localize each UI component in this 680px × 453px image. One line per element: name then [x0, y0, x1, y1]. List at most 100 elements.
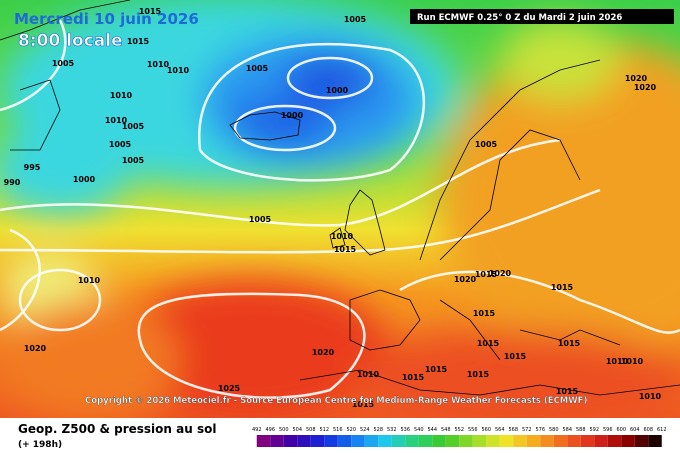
scale-cell: [499, 435, 514, 447]
isobar-label: 1010: [167, 66, 190, 75]
isobar-label: 1015: [467, 370, 490, 379]
scale-cell: [486, 435, 500, 447]
isobar-label: 1005: [344, 15, 367, 24]
isobar-label: 1015: [402, 373, 425, 382]
isobar-label: 1010: [621, 357, 644, 366]
run-info: Run ECMWF 0.25° 0 Z du Mardi 2 juin 2026: [417, 13, 622, 23]
isobar-label: 1015: [475, 270, 498, 279]
isobar-label: 1005: [246, 64, 269, 73]
scale-label: 520: [346, 427, 356, 433]
scale-label: 584: [562, 427, 572, 433]
isobar-label: 1020: [24, 344, 47, 353]
isobar-label: 1000: [73, 175, 96, 184]
isobar-label: 1010: [147, 60, 170, 69]
isobar-label: 995: [24, 163, 41, 172]
scale-cell: [310, 435, 325, 447]
scale-label: 588: [576, 427, 586, 433]
scale-label: 536: [400, 427, 410, 433]
scale-label: 596: [603, 427, 613, 433]
isobar-label: 1010: [105, 116, 128, 125]
scale-label: 516: [333, 427, 343, 433]
scale-label: 576: [535, 427, 545, 433]
isobar-label: 1015: [334, 245, 357, 254]
isobar-label: 1005: [109, 140, 132, 149]
isobar-label: 1010: [606, 357, 629, 366]
isobar-label: 1025: [218, 384, 241, 393]
scale-label: 540: [414, 427, 424, 433]
scale-label: 512: [319, 427, 329, 433]
scale-cell: [324, 435, 338, 447]
scale-cell: [364, 435, 379, 447]
scale-cell: [553, 435, 568, 447]
isobar-label: 1000: [326, 86, 349, 95]
scale-label: 580: [549, 427, 559, 433]
scale-cell: [540, 435, 554, 447]
isobar-label: 1015: [473, 309, 496, 318]
scale-cell: [405, 435, 419, 447]
scale-cell: [621, 435, 635, 447]
isobar-label: 1015: [556, 387, 579, 396]
scale-cell: [445, 435, 460, 447]
scale-cell: [526, 435, 541, 447]
isobar-label: 1005: [122, 122, 145, 131]
scale-cell: [270, 435, 284, 447]
isobar-label: 1020: [312, 348, 335, 357]
scale-label: 544: [427, 427, 437, 433]
scale-label: 532: [387, 427, 397, 433]
scale-label: 492: [252, 427, 262, 433]
scale-label: 612: [657, 427, 667, 433]
scale-cell: [634, 435, 649, 447]
scale-label: 600: [616, 427, 626, 433]
scale-label: 592: [589, 427, 599, 433]
scale-cell: [337, 435, 352, 447]
scale-label: 608: [643, 427, 653, 433]
isobar-label: 990: [4, 178, 21, 187]
isobar-label: 1005: [475, 140, 498, 149]
product-title: Geop. Z500 & pression au sol: [18, 422, 216, 436]
map-background: [0, 0, 680, 418]
isobar-label: 1020: [454, 275, 477, 284]
isobar-label: 1015: [139, 7, 162, 16]
isobar-label: 1005: [52, 59, 75, 68]
scale-cell: [283, 435, 298, 447]
isobar-label: 1020: [625, 74, 648, 83]
isobar-label: 1010: [110, 91, 133, 100]
scale-label: 548: [441, 427, 451, 433]
run-box: [410, 9, 674, 24]
scale-label: 564: [495, 427, 505, 433]
isobar-label: 1020: [634, 83, 657, 92]
scale-label: 604: [630, 427, 640, 433]
scale-cell: [459, 435, 473, 447]
scale-label: 524: [360, 427, 370, 433]
isobar-label: 1010: [357, 370, 380, 379]
isobar-label: 1010: [331, 232, 354, 241]
scale-label: 496: [265, 427, 275, 433]
scale-label: 508: [306, 427, 316, 433]
scale-label: 552: [454, 427, 464, 433]
isobar-label: 1015: [551, 283, 574, 292]
scale-cell: [418, 435, 433, 447]
scale-label: 572: [522, 427, 532, 433]
scale-cell: [391, 435, 406, 447]
date: Mercredi 10 juin 2026: [14, 10, 199, 28]
time: 8:00 locale: [18, 31, 123, 51]
color-scale: 492 496 500 504 508 512 516 520 524 528 532 536 540 5…: [252, 427, 667, 447]
isobar-label: 1010: [639, 392, 662, 401]
scale-label: 568: [508, 427, 518, 433]
isobar-label: 1000: [281, 111, 304, 120]
scale-cell: [607, 435, 622, 447]
scale-cell: [567, 435, 581, 447]
scale-cell: [256, 435, 271, 447]
isobar-label: 1015: [425, 365, 448, 374]
scale-cell: [513, 435, 527, 447]
isobar-label: 1015: [352, 400, 375, 409]
isobar-label: 1015: [477, 339, 500, 348]
scale-cell: [594, 435, 608, 447]
copyright: Copyright © 2026 Meteociel.fr - Source E…: [85, 396, 587, 406]
scale-cell: [648, 435, 662, 447]
scale-cell: [432, 435, 446, 447]
isobar-label: 1015: [127, 37, 150, 46]
